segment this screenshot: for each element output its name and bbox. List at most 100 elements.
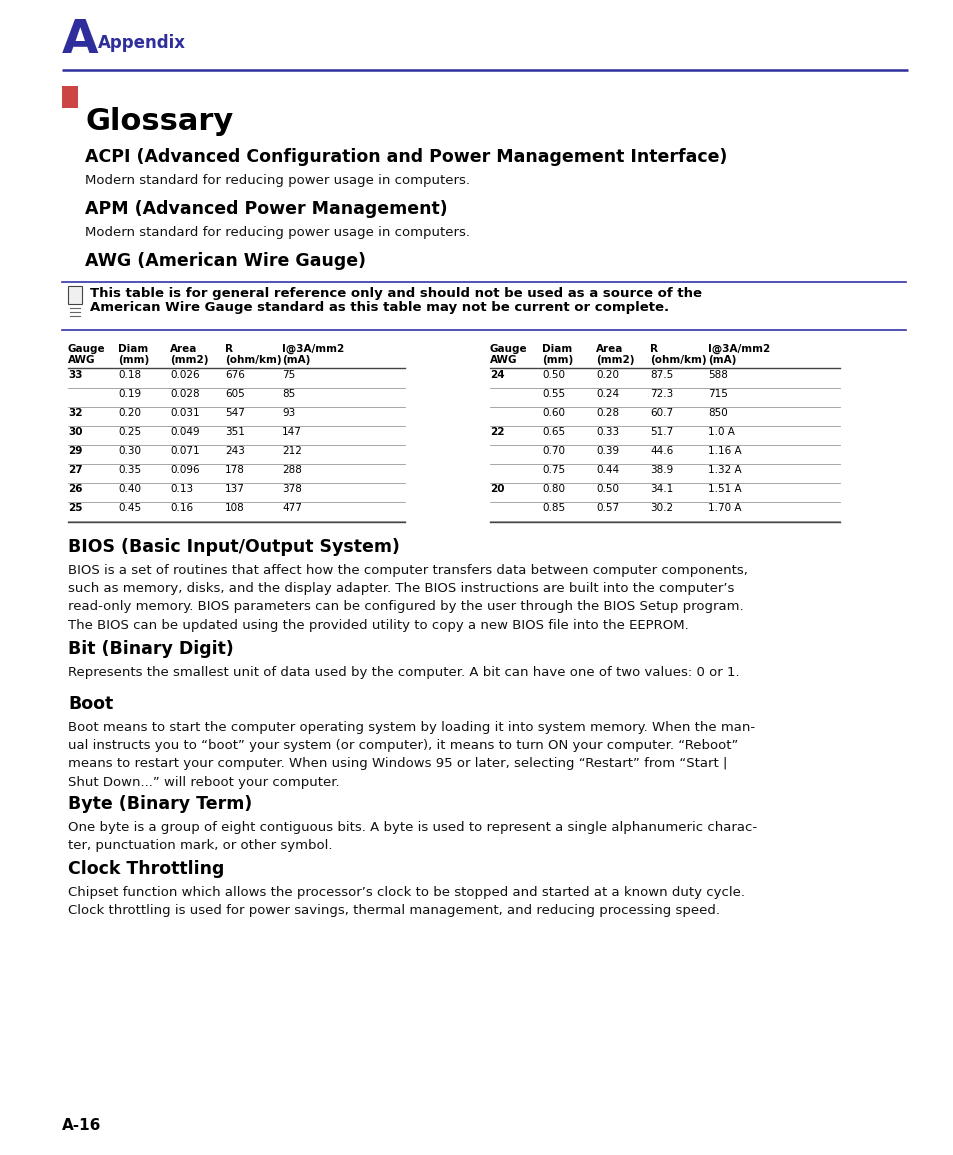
Text: 0.16: 0.16 bbox=[170, 502, 193, 513]
Text: 243: 243 bbox=[225, 446, 245, 456]
Text: 1.51 A: 1.51 A bbox=[707, 484, 740, 494]
Text: 605: 605 bbox=[225, 389, 245, 398]
Text: 34.1: 34.1 bbox=[649, 484, 673, 494]
Text: 0.028: 0.028 bbox=[170, 389, 199, 398]
FancyBboxPatch shape bbox=[68, 286, 82, 304]
Text: 0.45: 0.45 bbox=[118, 502, 141, 513]
Text: Bit (Binary Digit): Bit (Binary Digit) bbox=[68, 640, 233, 658]
Text: 1.70 A: 1.70 A bbox=[707, 502, 740, 513]
Text: A: A bbox=[62, 18, 98, 64]
Text: Clock Throttling: Clock Throttling bbox=[68, 860, 224, 878]
Text: 477: 477 bbox=[282, 502, 301, 513]
Text: 0.28: 0.28 bbox=[596, 408, 618, 418]
Text: 44.6: 44.6 bbox=[649, 446, 673, 456]
Text: 0.031: 0.031 bbox=[170, 408, 199, 418]
Text: 0.39: 0.39 bbox=[596, 446, 618, 456]
Text: AWG: AWG bbox=[490, 355, 517, 365]
Text: R: R bbox=[649, 344, 658, 353]
Text: 0.18: 0.18 bbox=[118, 370, 141, 380]
Text: Diam: Diam bbox=[541, 344, 572, 353]
Text: 0.75: 0.75 bbox=[541, 465, 564, 475]
Text: 29: 29 bbox=[68, 446, 82, 456]
Text: 0.20: 0.20 bbox=[596, 370, 618, 380]
Text: 676: 676 bbox=[225, 370, 245, 380]
Text: 0.30: 0.30 bbox=[118, 446, 141, 456]
Text: 27: 27 bbox=[68, 465, 83, 475]
Text: 1.0 A: 1.0 A bbox=[707, 427, 734, 437]
Text: 0.50: 0.50 bbox=[541, 370, 564, 380]
Text: 93: 93 bbox=[282, 408, 294, 418]
Text: 0.13: 0.13 bbox=[170, 484, 193, 494]
Text: Diam: Diam bbox=[118, 344, 148, 353]
Text: (mA): (mA) bbox=[707, 355, 736, 365]
Text: 0.85: 0.85 bbox=[541, 502, 564, 513]
Text: 75: 75 bbox=[282, 370, 294, 380]
Text: I@3A/mm2: I@3A/mm2 bbox=[282, 344, 344, 355]
Text: (mm): (mm) bbox=[541, 355, 573, 365]
Text: (ohm/km): (ohm/km) bbox=[225, 355, 281, 365]
Text: (mm2): (mm2) bbox=[170, 355, 209, 365]
Text: R: R bbox=[225, 344, 233, 353]
Text: BIOS (Basic Input/Output System): BIOS (Basic Input/Output System) bbox=[68, 538, 399, 556]
Text: 32: 32 bbox=[68, 408, 82, 418]
Text: I@3A/mm2: I@3A/mm2 bbox=[707, 344, 769, 355]
Text: Byte (Binary Term): Byte (Binary Term) bbox=[68, 795, 252, 813]
Text: 26: 26 bbox=[68, 484, 82, 494]
Text: Boot: Boot bbox=[68, 695, 113, 713]
Text: Area: Area bbox=[596, 344, 622, 353]
Text: One byte is a group of eight contiguous bits. A byte is used to represent a sing: One byte is a group of eight contiguous … bbox=[68, 821, 757, 852]
Text: 1.32 A: 1.32 A bbox=[707, 465, 740, 475]
Text: Modern standard for reducing power usage in computers.: Modern standard for reducing power usage… bbox=[85, 226, 470, 239]
Text: 351: 351 bbox=[225, 427, 245, 437]
Text: 0.60: 0.60 bbox=[541, 408, 564, 418]
Text: American Wire Gauge standard as this table may not be current or complete.: American Wire Gauge standard as this tab… bbox=[90, 301, 668, 314]
Text: 0.096: 0.096 bbox=[170, 465, 199, 475]
Text: 0.50: 0.50 bbox=[596, 484, 618, 494]
Text: (mm2): (mm2) bbox=[596, 355, 634, 365]
Text: 38.9: 38.9 bbox=[649, 465, 673, 475]
Text: 0.55: 0.55 bbox=[541, 389, 564, 398]
Text: This table is for general reference only and should not be used as a source of t: This table is for general reference only… bbox=[90, 286, 701, 300]
Text: 0.25: 0.25 bbox=[118, 427, 141, 437]
Text: 0.24: 0.24 bbox=[596, 389, 618, 398]
Text: 0.049: 0.049 bbox=[170, 427, 199, 437]
Text: ACPI (Advanced Configuration and Power Management Interface): ACPI (Advanced Configuration and Power M… bbox=[85, 148, 726, 166]
Text: Represents the smallest unit of data used by the computer. A bit can have one of: Represents the smallest unit of data use… bbox=[68, 666, 739, 679]
Text: 72.3: 72.3 bbox=[649, 389, 673, 398]
Text: Boot means to start the computer operating system by loading it into system memo: Boot means to start the computer operati… bbox=[68, 721, 755, 789]
Text: (mm): (mm) bbox=[118, 355, 149, 365]
Text: 108: 108 bbox=[225, 502, 245, 513]
Text: 178: 178 bbox=[225, 465, 245, 475]
Text: 0.70: 0.70 bbox=[541, 446, 564, 456]
Text: Chipset function which allows the processor’s clock to be stopped and started at: Chipset function which allows the proces… bbox=[68, 886, 744, 917]
Text: 288: 288 bbox=[282, 465, 301, 475]
Text: 0.026: 0.026 bbox=[170, 370, 199, 380]
Text: Gauge: Gauge bbox=[490, 344, 527, 353]
Text: (ohm/km): (ohm/km) bbox=[649, 355, 706, 365]
Text: Area: Area bbox=[170, 344, 197, 353]
Text: 0.35: 0.35 bbox=[118, 465, 141, 475]
Text: 24: 24 bbox=[490, 370, 504, 380]
Text: 0.57: 0.57 bbox=[596, 502, 618, 513]
Text: 0.80: 0.80 bbox=[541, 484, 564, 494]
Text: 715: 715 bbox=[707, 389, 727, 398]
Text: 51.7: 51.7 bbox=[649, 427, 673, 437]
Text: 30: 30 bbox=[68, 427, 82, 437]
Text: 850: 850 bbox=[707, 408, 727, 418]
Text: 60.7: 60.7 bbox=[649, 408, 673, 418]
Text: 1.16 A: 1.16 A bbox=[707, 446, 740, 456]
Text: Gauge: Gauge bbox=[68, 344, 106, 353]
Text: 0.40: 0.40 bbox=[118, 484, 141, 494]
Text: (mA): (mA) bbox=[282, 355, 310, 365]
Text: BIOS is a set of routines that affect how the computer transfers data between co: BIOS is a set of routines that affect ho… bbox=[68, 564, 747, 632]
Text: 212: 212 bbox=[282, 446, 301, 456]
Text: 147: 147 bbox=[282, 427, 301, 437]
Text: Appendix: Appendix bbox=[98, 33, 186, 52]
Text: 20: 20 bbox=[490, 484, 504, 494]
Text: 378: 378 bbox=[282, 484, 301, 494]
Text: 0.44: 0.44 bbox=[596, 465, 618, 475]
Text: 33: 33 bbox=[68, 370, 82, 380]
Text: 30.2: 30.2 bbox=[649, 502, 673, 513]
Text: 0.20: 0.20 bbox=[118, 408, 141, 418]
Text: Modern standard for reducing power usage in computers.: Modern standard for reducing power usage… bbox=[85, 174, 470, 187]
